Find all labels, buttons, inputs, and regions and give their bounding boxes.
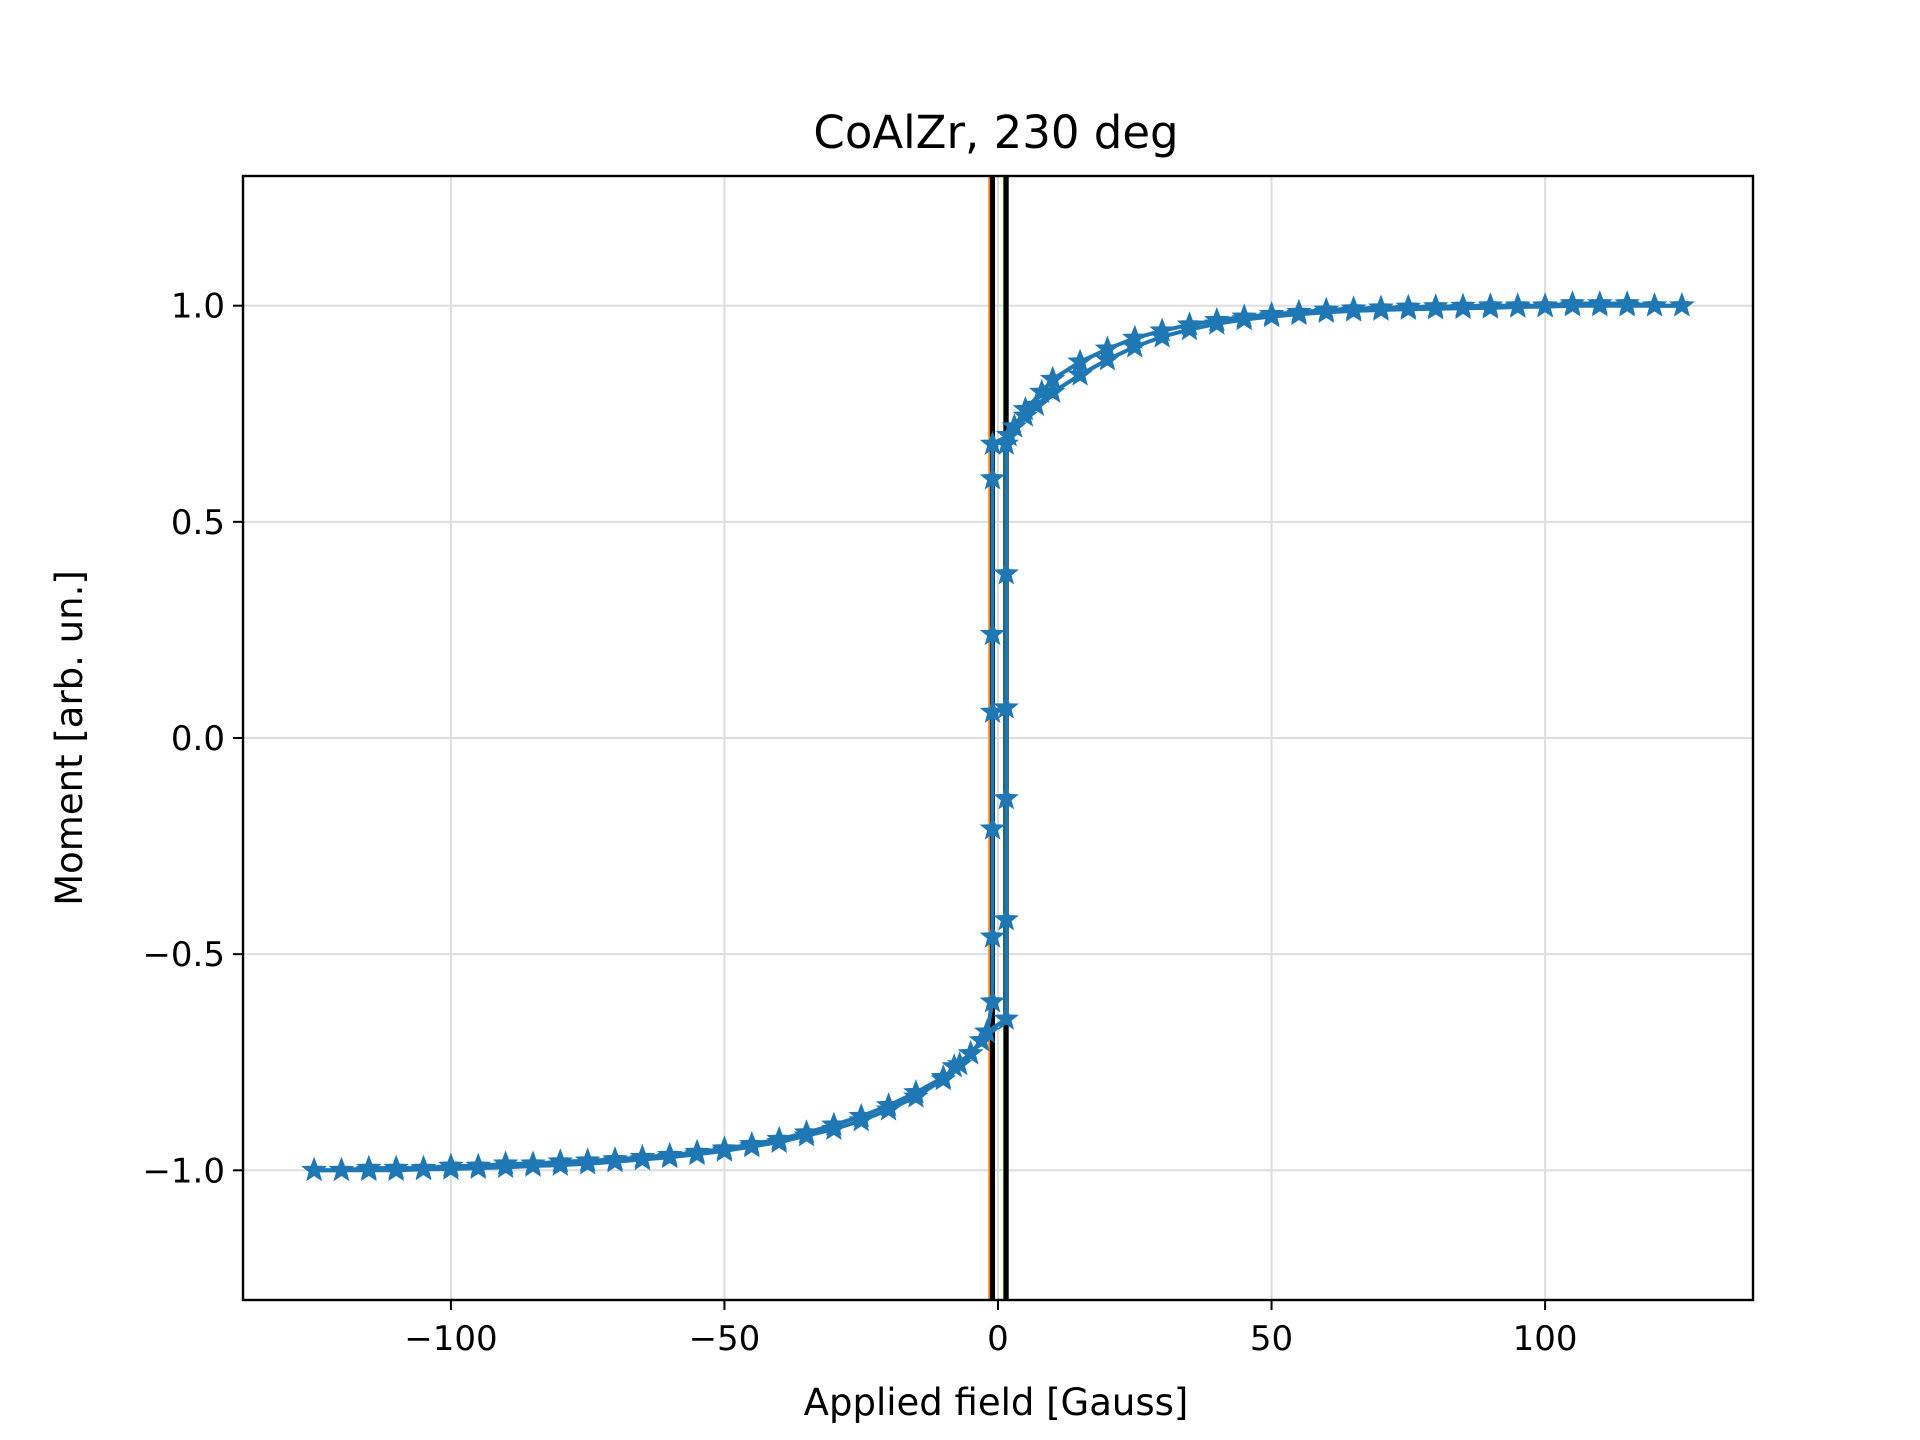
data-point bbox=[1313, 298, 1340, 324]
data-point bbox=[328, 1156, 355, 1182]
data-point bbox=[979, 923, 1006, 948]
data-point bbox=[438, 1155, 464, 1180]
data-point bbox=[1204, 310, 1230, 335]
data-point bbox=[1641, 292, 1668, 317]
data-point bbox=[993, 906, 1019, 931]
data-points bbox=[301, 290, 1695, 1182]
x-tick-label: 50 bbox=[1250, 1319, 1293, 1359]
x-tick-label: −100 bbox=[404, 1319, 497, 1359]
data-point bbox=[848, 1107, 874, 1132]
data-point bbox=[1422, 295, 1449, 320]
data-point bbox=[930, 1066, 957, 1091]
data-point bbox=[547, 1151, 574, 1176]
data-point bbox=[1122, 333, 1148, 358]
data-point bbox=[1587, 292, 1613, 317]
data-point bbox=[574, 1150, 601, 1175]
data-point bbox=[766, 1128, 792, 1154]
data-point bbox=[1023, 391, 1050, 416]
data-point bbox=[1395, 295, 1422, 321]
data-point bbox=[957, 1040, 984, 1065]
data-point bbox=[711, 1137, 738, 1162]
data-point bbox=[1450, 294, 1476, 320]
data-point bbox=[1559, 292, 1586, 317]
data-point bbox=[629, 1146, 656, 1171]
data-point bbox=[1149, 323, 1175, 348]
data-point bbox=[875, 1096, 902, 1121]
data-point bbox=[1286, 300, 1312, 326]
data-point bbox=[1176, 316, 1203, 341]
data-point bbox=[993, 1005, 1019, 1030]
data-point bbox=[993, 785, 1019, 810]
data-point bbox=[996, 421, 1022, 447]
data-point bbox=[1012, 402, 1039, 427]
data-point bbox=[979, 698, 1006, 723]
x-tick-label: 100 bbox=[1513, 1319, 1578, 1359]
data-point bbox=[356, 1156, 382, 1182]
data-point bbox=[968, 1027, 995, 1052]
data-point bbox=[1340, 297, 1367, 322]
data-point bbox=[1504, 293, 1531, 318]
data-point bbox=[979, 620, 1006, 646]
data-point bbox=[383, 1156, 409, 1182]
data-point bbox=[941, 1053, 967, 1078]
data-point bbox=[1039, 378, 1066, 404]
data-point bbox=[979, 988, 1006, 1013]
y-tick-label: −1.0 bbox=[142, 1151, 225, 1191]
data-point bbox=[979, 430, 1006, 455]
x-tick-label: 0 bbox=[987, 1319, 1009, 1359]
y-axis-label: Moment [arb. un.] bbox=[48, 570, 91, 906]
y-tick-label: 0.5 bbox=[171, 503, 225, 543]
y-tick-label: −0.5 bbox=[142, 935, 225, 975]
data-point bbox=[520, 1152, 546, 1177]
data-point bbox=[993, 694, 1019, 719]
data-point bbox=[1477, 294, 1504, 319]
data-point bbox=[602, 1148, 628, 1173]
x-ticks: −100 −50 0 50 100 bbox=[404, 1300, 1578, 1359]
data-point bbox=[821, 1115, 847, 1141]
data-point bbox=[1231, 306, 1257, 331]
data-point bbox=[410, 1155, 437, 1181]
data-point bbox=[1669, 292, 1695, 317]
data-point bbox=[793, 1122, 820, 1147]
x-axis-label: Applied field [Gauss] bbox=[804, 1381, 1189, 1424]
data-point bbox=[979, 815, 1006, 840]
chart-title: CoAlZr, 230 deg bbox=[813, 106, 1178, 159]
data-point bbox=[492, 1153, 519, 1179]
data-point bbox=[1614, 292, 1640, 317]
y-tick-label: 1.0 bbox=[171, 287, 225, 327]
data-point bbox=[1094, 346, 1121, 371]
data-point bbox=[993, 560, 1019, 585]
data-point bbox=[1368, 296, 1394, 321]
data-point bbox=[739, 1133, 765, 1158]
y-tick-label: 0.0 bbox=[171, 719, 225, 759]
data-point bbox=[1067, 361, 1093, 386]
data-point bbox=[301, 1156, 327, 1182]
data-point bbox=[1258, 303, 1285, 328]
data-point bbox=[903, 1083, 929, 1108]
y-ticks: −1.0 −0.5 0.0 0.5 1.0 bbox=[142, 287, 243, 1191]
data-point bbox=[684, 1140, 710, 1166]
data-point bbox=[979, 465, 1006, 490]
data-point bbox=[656, 1143, 683, 1169]
x-tick-label: −50 bbox=[689, 1319, 761, 1359]
data-point bbox=[1532, 293, 1558, 318]
data-point bbox=[465, 1154, 492, 1180]
